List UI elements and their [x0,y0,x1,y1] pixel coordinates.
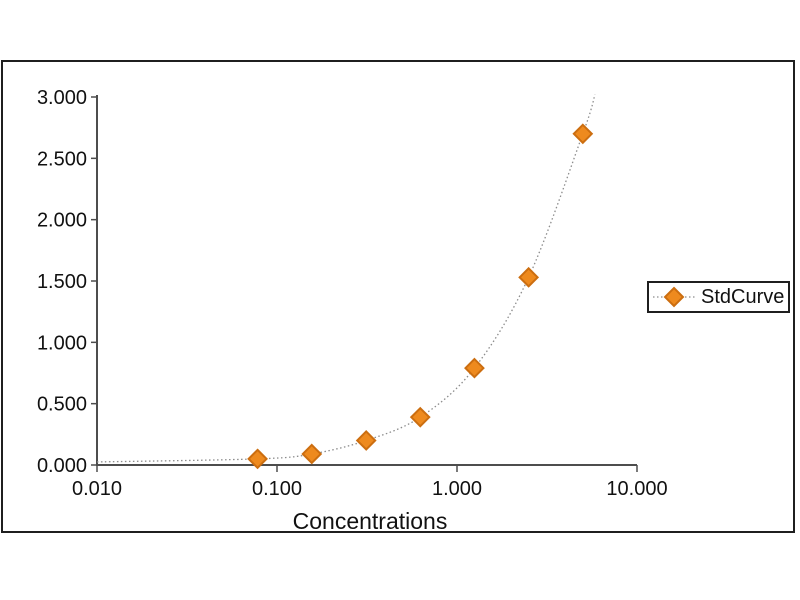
data-point-marker [409,406,431,428]
data-point-marker [247,448,268,470]
legend-box: StdCurve [647,281,790,313]
y-tick-label: 1.500 [37,271,87,293]
y-tick-label: 3.000 [37,87,87,109]
legend-series-label: StdCurve [701,285,785,308]
data-point-marker [301,443,323,465]
data-point-marker [464,357,485,379]
y-tick-label: 1.000 [37,332,87,354]
data-point-marker [518,266,540,288]
x-tick-label: 10.000 [606,478,667,500]
data-point-marker [355,430,377,451]
y-tick-label: 2.000 [37,210,87,232]
x-axis-title: Concentrations [292,508,448,534]
y-tick-label: 0.000 [37,455,87,477]
legend-marker-icon [653,286,697,308]
y-tick-label: 0.500 [37,394,87,416]
x-tick-label: 0.100 [252,478,302,500]
y-tick-label: 2.500 [37,148,87,170]
x-tick-label: 0.010 [72,478,122,500]
x-tick-label: 1.000 [432,478,482,500]
data-point-marker [572,123,594,145]
